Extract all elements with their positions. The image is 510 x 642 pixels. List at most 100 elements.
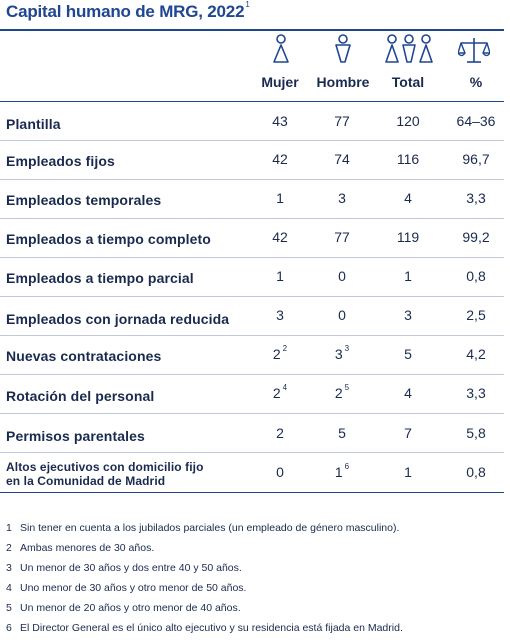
footnote-item: 4 Uno menor de 30 años y otro menor de 50…	[6, 578, 504, 598]
footnote-number: 4	[6, 582, 12, 594]
cell-hombre: 3	[338, 190, 346, 206]
footnote-text: Uno menor de 30 años y otro menor de 50 …	[20, 582, 247, 594]
row-label: Empleados a tiempo parcial	[6, 270, 194, 286]
cell-percent: 3,3	[466, 190, 486, 206]
cell-mujer: 42	[272, 151, 288, 167]
cell-value: 1	[334, 464, 343, 480]
cell-value: 2	[334, 385, 343, 401]
table-title-text: Capital humano de MRG, 2022	[6, 2, 245, 21]
balance-scale-icon	[457, 34, 491, 66]
footnotes: 1 Sin tener en cuenta a los jubilados par…	[6, 518, 504, 638]
cell-total: 7	[404, 425, 412, 441]
row-label-line2: en la Comunidad de Madrid	[6, 474, 166, 488]
woman-icon	[269, 34, 293, 66]
row-label: Empleados a tiempo completo	[6, 231, 211, 247]
row-divider	[0, 374, 504, 375]
table-title: Capital humano de MRG, 20221	[6, 0, 250, 22]
footnote-number: 3	[6, 562, 12, 574]
row-divider	[0, 179, 504, 180]
cell-total: 116	[396, 151, 420, 167]
row-label: Altos ejecutivos con domicilio fijo en l…	[6, 460, 204, 488]
footnote-number: 1	[6, 522, 12, 534]
footnote-marker: 2	[282, 344, 288, 354]
cell-percent: 99,2	[462, 229, 490, 245]
cell-hombre: 5	[338, 425, 346, 441]
bottom-rule	[0, 492, 504, 493]
cell-percent: 64–36	[456, 113, 496, 129]
footnote-text: El Director General es el único alto eje…	[20, 622, 403, 634]
cell-hombre: 0	[338, 307, 346, 323]
column-header-total: Total	[391, 74, 425, 90]
footnote-text: Un menor de 20 años y otro menor de 40 a…	[20, 602, 241, 614]
row-divider	[0, 296, 504, 297]
cell-mujer: 43	[272, 113, 288, 129]
cell-value: 2	[272, 346, 281, 362]
footnote-text: Sin tener en cuenta a los jubilados parc…	[20, 522, 400, 534]
footnote-number: 6	[6, 622, 12, 634]
header-rule	[0, 101, 504, 102]
cell-hombre: 0	[338, 268, 346, 284]
footnote-item: 3 Un menor de 30 años y dos entre 40 y 50…	[6, 558, 504, 578]
cell-hombre: 77	[334, 113, 350, 129]
footnote-text: Ambas menores de 30 años.	[20, 542, 155, 554]
row-divider	[0, 413, 504, 414]
cell-percent: 96,7	[462, 151, 490, 167]
row-divider	[0, 140, 504, 141]
cell-hombre: 74	[334, 151, 350, 167]
cell-total: 1	[404, 268, 412, 284]
top-rule	[0, 29, 504, 31]
cell-mujer: 1	[276, 190, 284, 206]
cell-value: 2	[272, 385, 281, 401]
cell-total: 3	[404, 307, 412, 323]
cell-total: 1	[404, 464, 412, 480]
column-icons	[0, 34, 504, 74]
footnote-item: 2 Ambas menores de 30 años.	[6, 538, 504, 558]
table-row: Permisos parentales 2 5 7 5,8	[0, 414, 504, 453]
footnote-number: 5	[6, 602, 12, 614]
cell-total: 120	[396, 113, 420, 129]
row-label: Empleados fijos	[6, 153, 115, 169]
row-label: Plantilla	[6, 116, 61, 132]
cell-percent: 5,8	[466, 425, 486, 441]
row-divider	[0, 218, 504, 219]
cell-mujer: 42	[272, 229, 288, 245]
cell-mujer: 2	[276, 425, 284, 441]
cell-total: 4	[404, 385, 412, 401]
cell-mujer: 1	[276, 268, 284, 284]
row-divider	[0, 335, 504, 336]
table-row: Empleados con jornada reducida 3 0 3 2,5	[0, 297, 504, 336]
table-row: Plantilla 43 77 120 64–36	[0, 102, 504, 141]
row-divider	[0, 452, 504, 453]
row-label: Permisos parentales	[6, 428, 145, 444]
man-icon	[331, 34, 355, 66]
row-label-line1: Altos ejecutivos con domicilio fijo	[6, 460, 204, 474]
table-row: Altos ejecutivos con domicilio fijo en l…	[0, 453, 504, 493]
cell-percent: 2,5	[466, 307, 486, 323]
column-header-percent: %	[469, 74, 483, 90]
table-row: Empleados a tiempo parcial 1 0 1 0,8	[0, 258, 504, 297]
footnote-item: 1 Sin tener en cuenta a los jubilados par…	[6, 518, 504, 538]
column-header-hombre: Hombre	[316, 74, 370, 90]
row-label: Empleados temporales	[6, 192, 162, 208]
cell-hombre: 77	[334, 229, 350, 245]
row-label: Empleados con jornada reducida	[6, 311, 230, 327]
footnote-marker: 3	[344, 344, 350, 354]
cell-total: 5	[404, 346, 412, 362]
table-row: Empleados a tiempo completo 42 77 119 99…	[0, 219, 504, 258]
table-row: Empleados temporales 1 3 4 3,3	[0, 180, 504, 219]
footnote-marker: 4	[282, 383, 288, 393]
footnote-marker: 5	[344, 383, 350, 393]
title-footnote-marker: 1	[245, 0, 250, 10]
cell-percent: 3,3	[466, 385, 486, 401]
footnote-item: 5 Un menor de 20 años y otro menor de 40 …	[6, 598, 504, 618]
footnote-marker: 6	[344, 462, 350, 472]
table-row: Empleados fijos 42 74 116 96,7	[0, 141, 504, 180]
row-divider	[0, 257, 504, 258]
cell-mujer: 0	[276, 464, 284, 480]
